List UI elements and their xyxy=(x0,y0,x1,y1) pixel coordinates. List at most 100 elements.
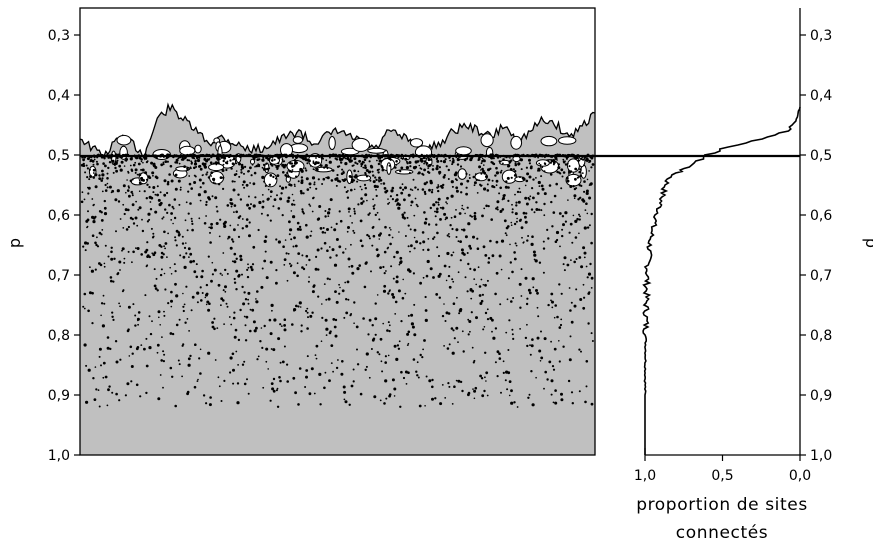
isolated-site xyxy=(372,225,375,229)
isolated-site xyxy=(87,192,90,195)
isolated-site xyxy=(356,348,358,351)
isolated-site xyxy=(223,379,226,382)
isolated-site xyxy=(398,340,401,343)
isolated-site xyxy=(205,173,208,176)
isolated-site xyxy=(448,156,451,159)
isolated-site xyxy=(473,268,476,272)
isolated-site xyxy=(88,291,92,295)
isolated-site xyxy=(308,203,311,206)
isolated-site xyxy=(468,177,471,179)
isolated-site xyxy=(305,264,308,266)
isolated-site xyxy=(372,205,375,208)
isolated-site xyxy=(394,166,397,169)
isolated-site xyxy=(253,329,257,333)
isolated-site xyxy=(182,305,185,308)
profile-panel: 0,30,40,50,60,70,80,91,0 1,00,50,0 p pro… xyxy=(634,8,873,543)
isolated-site xyxy=(223,323,226,325)
isolated-site xyxy=(321,316,324,319)
isolated-site xyxy=(590,166,593,169)
isolated-site xyxy=(419,281,422,285)
isolated-site xyxy=(409,188,412,191)
isolated-site xyxy=(269,174,273,177)
isolated-site xyxy=(289,265,292,268)
isolated-site xyxy=(366,199,368,202)
isolated-site xyxy=(304,167,307,170)
isolated-site xyxy=(575,288,578,291)
isolated-site xyxy=(435,223,438,226)
isolated-site xyxy=(445,279,448,282)
isolated-site xyxy=(102,294,105,297)
isolated-site xyxy=(125,228,129,231)
isolated-site xyxy=(396,344,400,347)
isolated-site xyxy=(288,233,291,236)
isolated-site xyxy=(482,169,485,173)
isolated-site xyxy=(448,385,451,388)
isolated-site xyxy=(507,186,510,189)
isolated-site xyxy=(391,186,395,190)
isolated-site xyxy=(525,302,529,306)
isolated-site xyxy=(526,172,530,176)
isolated-site xyxy=(531,277,535,281)
isolated-site xyxy=(570,320,574,324)
isolated-site xyxy=(428,188,431,192)
isolated-site xyxy=(279,185,282,188)
isolated-site xyxy=(162,253,165,256)
isolated-site xyxy=(237,224,239,226)
isolated-site xyxy=(292,199,295,202)
isolated-site xyxy=(354,161,357,164)
isolated-site xyxy=(241,285,244,289)
isolated-site xyxy=(140,160,143,163)
isolated-site xyxy=(330,344,334,347)
isolated-site xyxy=(358,264,362,267)
isolated-site xyxy=(291,203,294,206)
isolated-site xyxy=(193,157,196,160)
isolated-site xyxy=(291,165,294,168)
isolated-site xyxy=(262,163,266,167)
isolated-site xyxy=(481,157,484,160)
isolated-site xyxy=(332,370,334,373)
isolated-site xyxy=(232,240,235,243)
isolated-site xyxy=(210,171,213,174)
isolated-site xyxy=(214,196,218,200)
isolated-site xyxy=(424,309,428,312)
isolated-site xyxy=(107,388,110,392)
isolated-site xyxy=(175,323,179,327)
isolated-site xyxy=(205,215,208,217)
isolated-site xyxy=(261,159,263,161)
isolated-site xyxy=(237,364,240,366)
isolated-site xyxy=(313,181,316,184)
cluster-hole xyxy=(455,146,472,156)
isolated-site xyxy=(147,212,151,216)
isolated-site xyxy=(158,316,160,319)
isolated-site xyxy=(286,172,289,174)
isolated-site xyxy=(499,186,503,190)
isolated-site xyxy=(124,394,127,397)
isolated-site xyxy=(138,190,141,192)
isolated-site xyxy=(448,233,450,235)
isolated-site xyxy=(252,182,256,186)
isolated-site xyxy=(461,330,464,333)
isolated-site xyxy=(305,235,309,239)
isolated-site xyxy=(451,403,454,405)
isolated-site xyxy=(387,292,390,295)
isolated-site xyxy=(115,230,117,233)
isolated-site xyxy=(237,338,241,342)
isolated-site xyxy=(435,210,439,214)
isolated-site xyxy=(169,332,173,335)
isolated-site xyxy=(150,227,153,230)
isolated-site xyxy=(379,266,382,269)
isolated-site xyxy=(457,158,461,161)
isolated-site xyxy=(279,323,282,326)
isolated-site xyxy=(566,263,570,267)
isolated-site xyxy=(97,389,100,391)
isolated-site xyxy=(179,188,182,191)
isolated-site xyxy=(99,263,103,267)
isolated-site xyxy=(94,185,98,189)
isolated-site xyxy=(447,178,450,180)
isolated-site xyxy=(421,356,424,359)
isolated-site xyxy=(205,203,208,206)
isolated-site xyxy=(409,165,412,168)
isolated-site xyxy=(528,175,532,179)
isolated-site xyxy=(387,198,389,200)
isolated-site xyxy=(555,230,560,235)
